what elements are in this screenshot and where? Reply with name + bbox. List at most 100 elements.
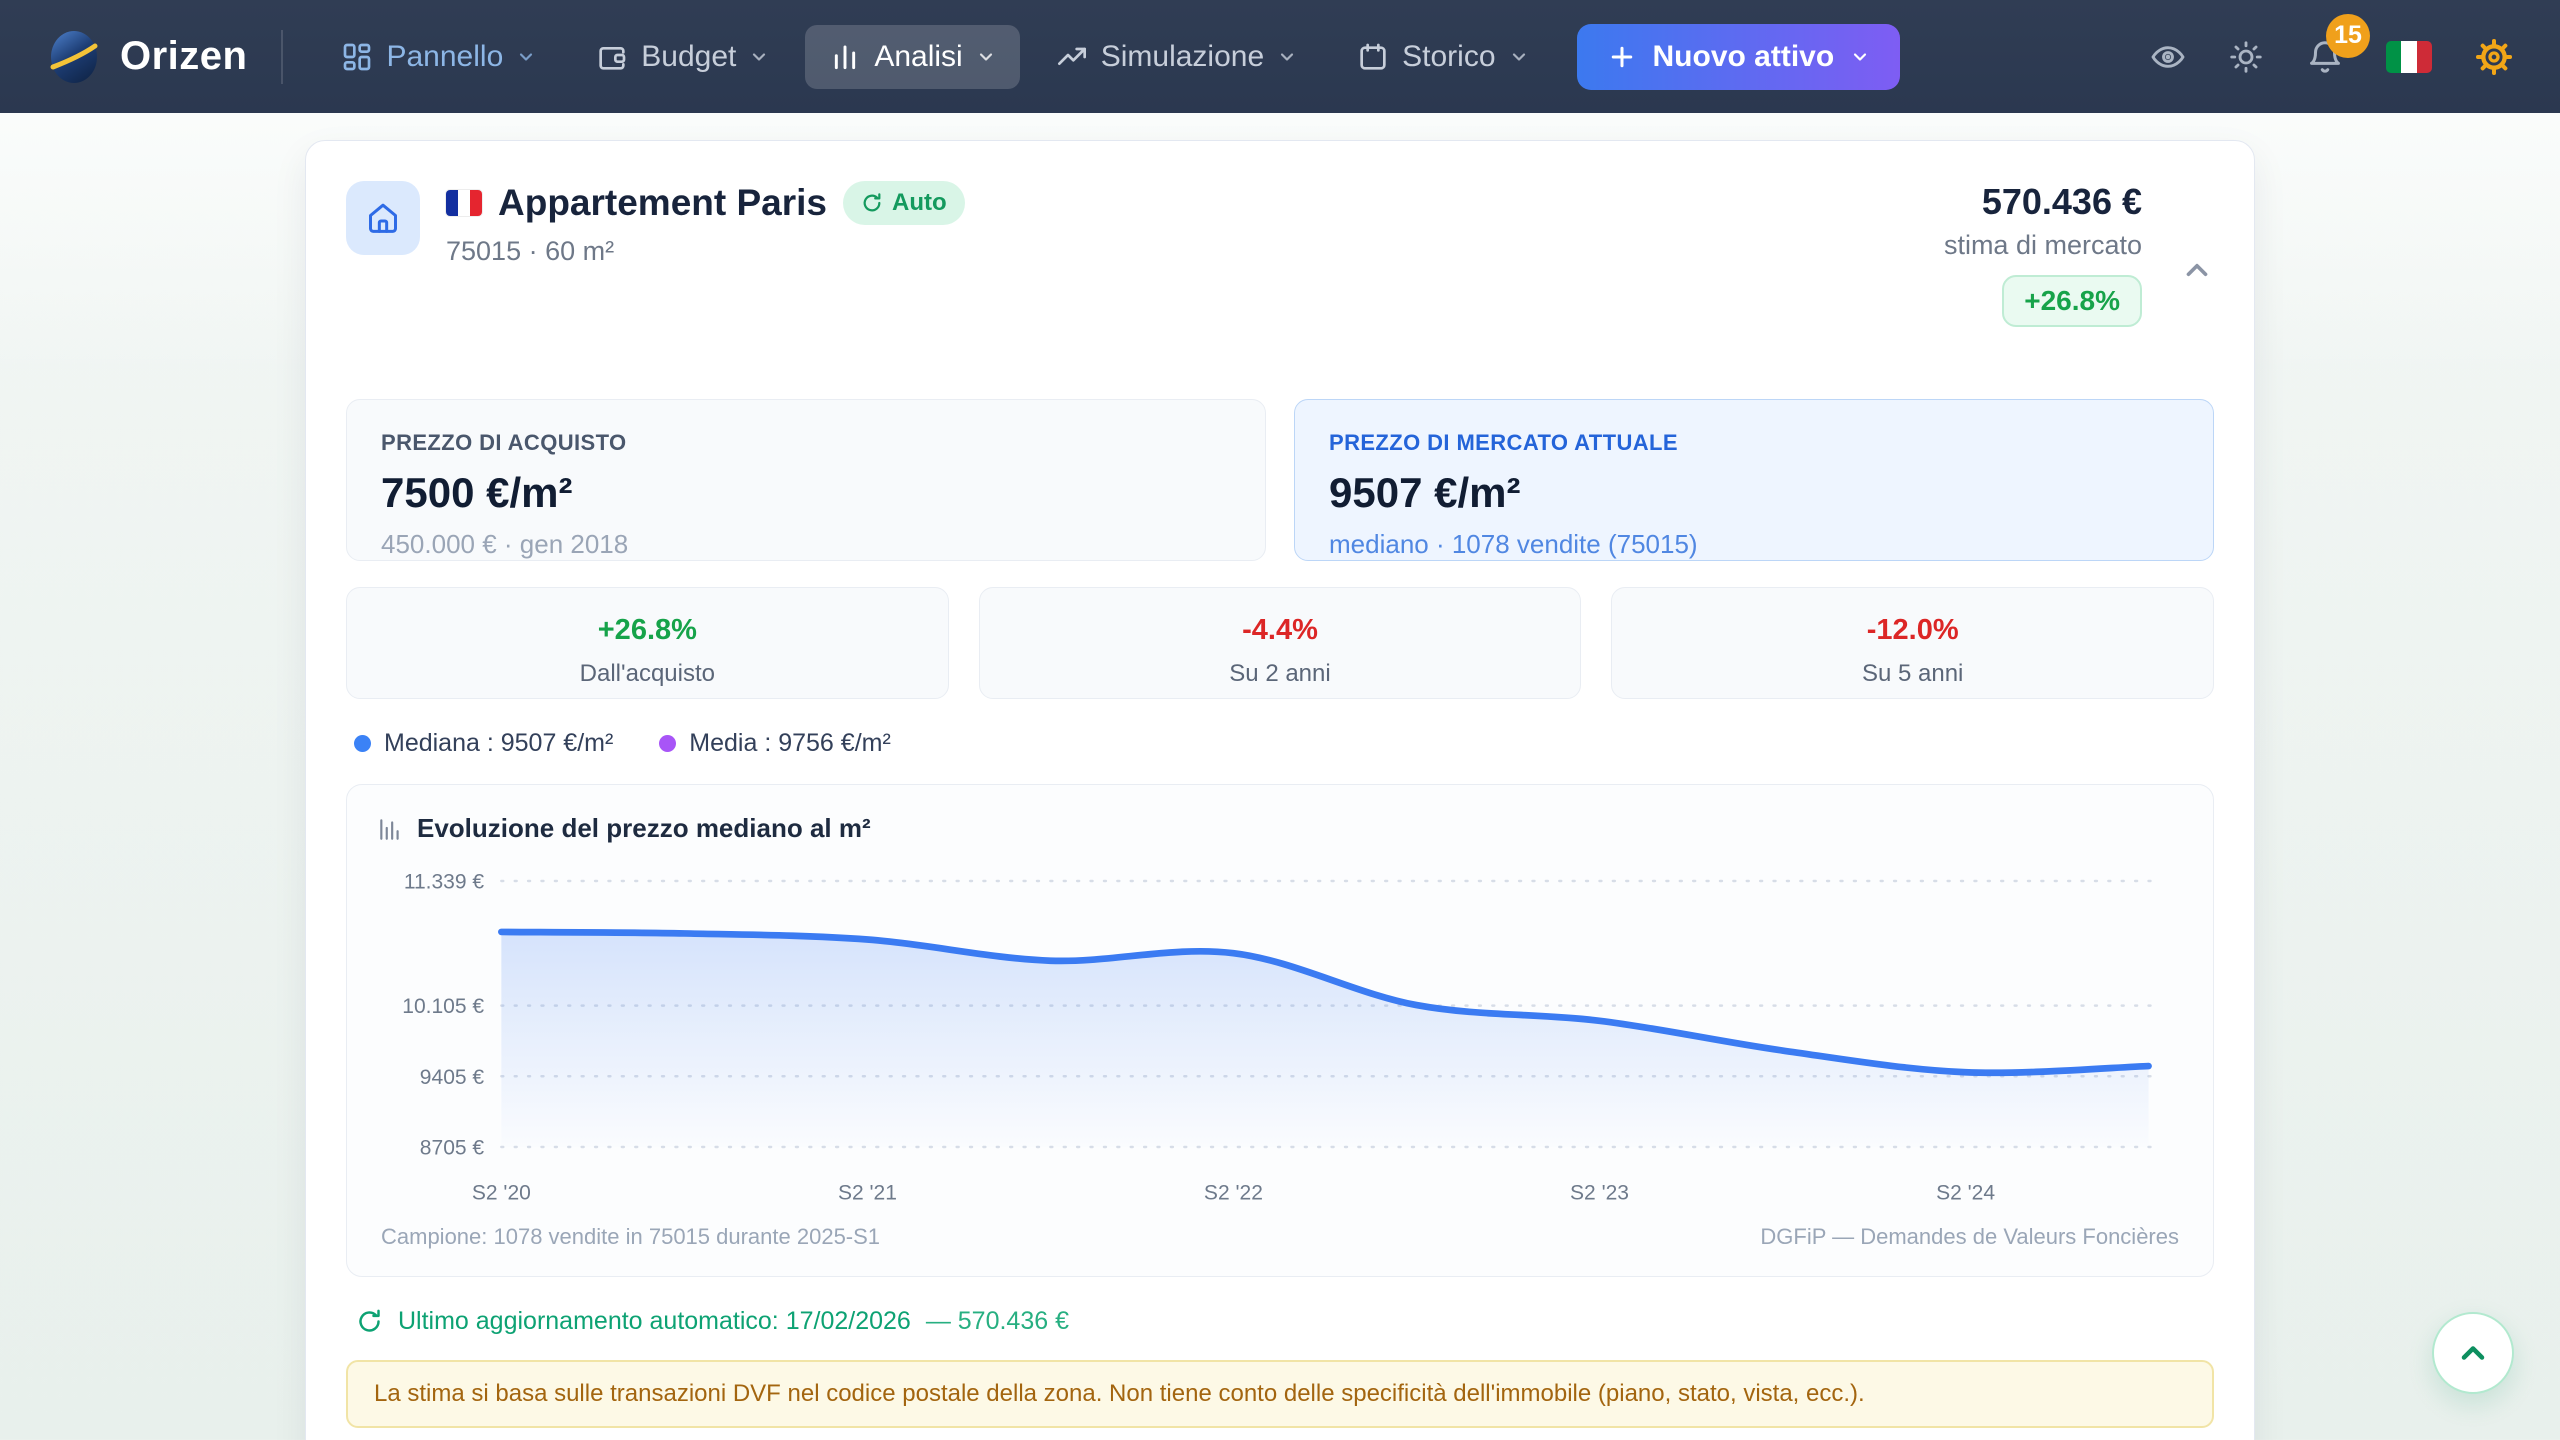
estimate-summary: 570.436 € stima di mercato +26.8% [1944, 181, 2142, 327]
chevron-down-icon [520, 52, 533, 61]
market-price-detail: mediano · 1078 vendite (75015) [1329, 529, 1698, 559]
mean-series-dot [659, 735, 677, 752]
chevron-down-icon [1281, 52, 1294, 61]
chevron-up-icon [2186, 263, 2208, 277]
asset-card-header: Appartement Paris Auto 75015 · 60 m² 570… [346, 181, 2214, 327]
navbar-actions: 15 [2150, 13, 2514, 77]
estimate-disclaimer: La stima si basa sulle transazioni DVF n… [346, 1360, 2214, 1428]
x-axis-tick-label: S2 '24 [1936, 1182, 1995, 1205]
stat-value: -4.4% [1242, 614, 1318, 646]
settings-button[interactable] [2474, 37, 2514, 77]
orizen-logo-icon [50, 30, 98, 83]
scroll-to-top-button[interactable] [2432, 1312, 2514, 1394]
market-price-panel: PREZZO DI MERCATO ATTUALE 9507 €/m² medi… [1294, 399, 2214, 561]
house-icon [369, 203, 397, 233]
y-axis-tick-label: 11.339 € [404, 871, 485, 894]
asset-subtitle: 75015 · 60 m² [446, 236, 615, 266]
chevron-down-icon [979, 52, 992, 61]
performance-stats: +26.8% Dall'acquisto -4.4% Su 2 anni -12… [346, 587, 2215, 699]
bar-chart-icon [835, 45, 856, 69]
nav-item-label: Analisi [874, 39, 963, 73]
purchase-price-value: 7500 €/m² [381, 469, 573, 516]
bar-chart-icon [380, 818, 399, 840]
stat-since-purchase: +26.8% Dall'acquisto [346, 587, 949, 699]
notifications-button[interactable]: 15 [2306, 13, 2370, 76]
nav-item-pannello[interactable]: Pannello [317, 25, 560, 89]
italy-flag-icon [2386, 40, 2432, 73]
chart-legend: Mediana : 9507 €/m² Media : 9756 €/m² [346, 729, 2214, 758]
estimate-label: stima di mercato [1943, 230, 2142, 260]
y-axis-tick-label: 10.105 € [402, 995, 484, 1018]
chart-area-fill [501, 931, 2149, 1147]
y-axis-tick-label: 9405 € [420, 1066, 485, 1089]
chart-source-note: DGFiP — Demandes de Valeurs Foncières [1760, 1224, 2179, 1249]
stat-label: Su 5 anni [1861, 660, 1964, 687]
wallet-icon [599, 46, 626, 70]
price-panels: PREZZO DI ACQUISTO 7500 €/m² 450.000 € ·… [346, 399, 2214, 561]
stat-label: Dall'acquisto [579, 660, 715, 687]
main-nav: Pannello Budget Analisi Simulazione [317, 24, 1552, 89]
market-price-value: 9507 €/m² [1329, 469, 1521, 516]
stat-value: -12.0% [1866, 614, 1959, 646]
refresh-icon [863, 193, 881, 212]
sun-icon [2230, 40, 2262, 73]
collapse-card-button[interactable] [2180, 253, 2214, 287]
theme-toggle-button[interactable] [2228, 39, 2264, 75]
estimate-change-badge: +26.8% [2002, 275, 2142, 327]
nav-item-storico[interactable]: Storico [1333, 25, 1552, 89]
chart-title: Evoluzione del prezzo mediano al m² [417, 813, 871, 843]
dashboard-icon [344, 43, 371, 70]
gear-icon [2476, 38, 2512, 75]
y-axis-tick-label: 8705 € [420, 1137, 485, 1160]
nav-item-label: Budget [641, 39, 737, 73]
legend-label: Media : 9756 €/m² [689, 729, 891, 757]
auto-badge-label: Auto [892, 189, 947, 216]
legend-item-mediana: Mediana : 9507 €/m² [354, 729, 613, 758]
eye-icon [2151, 45, 2185, 68]
chart-sample-note: Campione: 1078 vendite in 75015 durante … [381, 1224, 881, 1249]
stat-5-years: -12.0% Su 5 anni [1611, 587, 2215, 699]
refresh-icon [359, 1309, 380, 1332]
purchase-price-detail: 450.000 € · gen 2018 [381, 529, 629, 559]
x-axis-tick-label: S2 '22 [1204, 1182, 1263, 1205]
price-evolution-chart: 11.339 € 10.105 € 9405 € 8705 € S2 '20 S2 '21… [402, 871, 2164, 1205]
x-axis-tick-label: S2 '21 [838, 1182, 897, 1205]
x-axis-tick-label: S2 '23 [1570, 1182, 1629, 1205]
new-asset-label: Nuovo attivo [1652, 39, 1835, 73]
top-navbar: Orizen Pannello Budget Analisi [0, 0, 2560, 113]
nav-item-analisi[interactable]: Analisi [805, 24, 1020, 89]
chevron-up-icon [2461, 1346, 2485, 1360]
asset-info: Appartement Paris Auto 75015 · 60 m² [446, 181, 965, 267]
page-content: Appartement Paris Auto 75015 · 60 m² 570… [0, 113, 2560, 1440]
last-update-text: Ultimo aggiornamento automatico: 17/02/2… [398, 1307, 911, 1335]
price-evolution-panel: Evoluzione del prezzo mediano al m² 11.3… [346, 784, 2214, 1277]
brand-name: Orizen [120, 34, 248, 78]
last-update-amount: — 570.436 € [925, 1307, 1069, 1335]
legend-label: Mediana : 9507 €/m² [384, 729, 614, 757]
median-price-line [498, 928, 2152, 1077]
legend-item-media: Media : 9756 €/m² [659, 729, 891, 758]
nav-item-label: Pannello [386, 39, 504, 73]
auto-sync-badge[interactable]: Auto [843, 181, 965, 225]
trend-up-icon [1057, 47, 1086, 65]
chevron-down-icon [753, 52, 766, 61]
asset-title: Appartement Paris [498, 182, 827, 223]
stat-value: +26.8% [597, 614, 697, 646]
plus-icon [1611, 46, 1632, 67]
asset-card: Appartement Paris Auto 75015 · 60 m² 570… [305, 140, 2255, 1440]
privacy-toggle-button[interactable] [2150, 39, 2186, 75]
purchase-price-label: PREZZO DI ACQUISTO [381, 430, 627, 455]
new-asset-button[interactable]: Nuovo attivo [1576, 23, 1901, 90]
nav-item-simulazione[interactable]: Simulazione [1032, 25, 1321, 89]
brand[interactable]: Orizen [46, 29, 247, 85]
nav-divider [281, 29, 284, 84]
language-selector[interactable] [2386, 40, 2432, 73]
notifications-count-badge: 15 [2326, 13, 2370, 58]
last-update-row: Ultimo aggiornamento automatico: 17/02/2… [346, 1307, 2214, 1336]
chevron-down-icon [1854, 52, 1867, 61]
median-series-dot [354, 735, 371, 752]
nav-item-budget[interactable]: Budget [572, 25, 793, 89]
purchase-price-panel: PREZZO DI ACQUISTO 7500 €/m² 450.000 € ·… [346, 399, 1266, 561]
nav-item-label: Storico [1402, 39, 1496, 73]
stat-2-years: -4.4% Su 2 anni [978, 587, 1582, 699]
